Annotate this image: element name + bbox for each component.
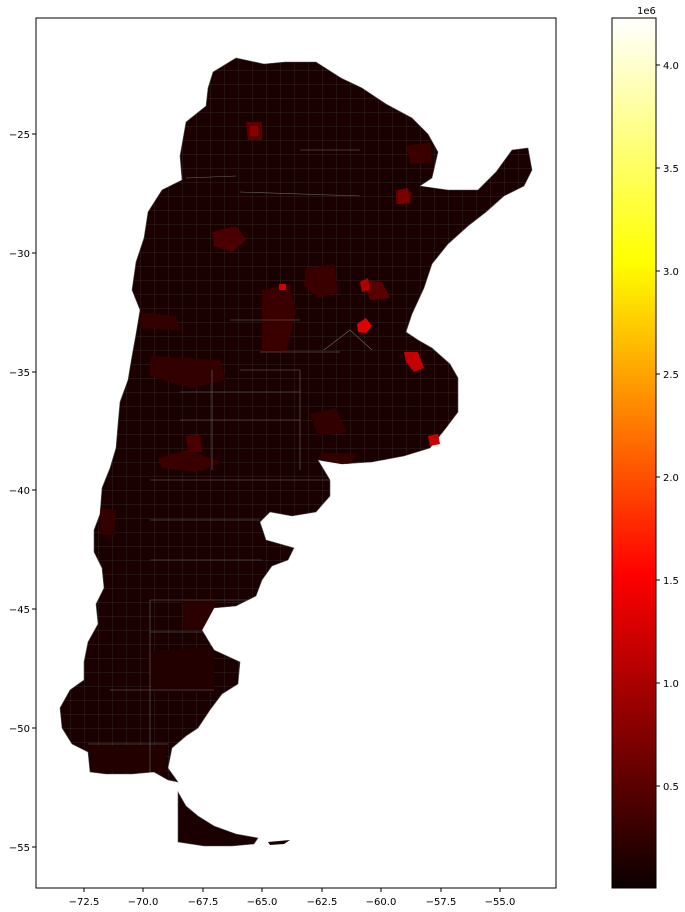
dept-highlight-7: [88, 746, 166, 772]
dept-gba-cluster: [404, 352, 424, 372]
y-tick-label: −25: [9, 130, 30, 141]
dept-highlight-2: [262, 284, 296, 352]
tierra-del-fuego: [177, 790, 259, 847]
dept-highlight-4: [150, 356, 226, 388]
y-tick-label: −55: [9, 843, 30, 854]
y-axis: [32, 133, 36, 848]
colorbar: 1e6 0.5 1.0 1.5 2.0 2.5 3.0 3.5 4.0: [611, 6, 679, 889]
dept-cordoba-capital: [279, 284, 286, 290]
x-tick-labels: −72.5 −70.0 −67.5 −65.0 −62.5 −60.0 −57.…: [69, 897, 516, 908]
y-tick-label: −50: [9, 724, 30, 735]
dept-highlight-9: [364, 280, 390, 300]
dept-highlight-5: [158, 450, 222, 472]
colorbar-gradient: [611, 17, 657, 889]
dept-highlight-1: [212, 226, 246, 252]
y-tick-label: −30: [9, 249, 30, 260]
colorbar-tick-label: 2.0: [663, 473, 679, 484]
y-tick-label: −40: [9, 486, 30, 497]
dept-highlight-11: [186, 434, 202, 452]
x-tick-label: −70.0: [128, 897, 159, 908]
dept-highlight-8: [406, 142, 432, 164]
dept-corrientes: [398, 188, 410, 204]
x-tick-label: −67.5: [188, 897, 219, 908]
colorbar-tick-label: 1.0: [663, 679, 679, 690]
colorbar-exponent: 1e6: [637, 6, 656, 17]
dept-highlight-15: [100, 508, 116, 536]
colorbar-tick-label: 3.5: [663, 164, 679, 175]
dept-santa-fe: [360, 278, 370, 292]
dept-highlight-17: [182, 600, 214, 630]
y-tick-label: −45: [9, 605, 30, 616]
dept-highlight-3: [304, 264, 338, 298]
dept-mar-del-plata: [428, 434, 440, 446]
colorbar-tick-label: 2.5: [663, 370, 679, 381]
x-tick-label: −60.0: [366, 897, 397, 908]
y-tick-labels: −25 −30 −35 −40 −45 −50 −55: [9, 130, 30, 854]
isla-estados: [268, 840, 290, 845]
x-tick-label: −62.5: [307, 897, 338, 908]
x-tick-label: −57.5: [426, 897, 457, 908]
x-tick-label: −65.0: [247, 897, 278, 908]
x-tick-label: −72.5: [69, 897, 100, 908]
dept-highlight-16: [140, 312, 180, 330]
x-axis: [83, 888, 501, 892]
dept-rosario: [357, 318, 372, 333]
x-tick-label: −55.0: [485, 897, 516, 908]
dept-highlight-6: [148, 646, 214, 692]
dept-highlight-12: [310, 408, 346, 436]
dept-tucuman: [250, 126, 258, 136]
colorbar-tick-label: 0.5: [663, 782, 679, 793]
colorbar-tick-label: 4.0: [663, 61, 679, 72]
colorbar-tick-label: 3.0: [663, 267, 679, 278]
colorbar-tick-label: 1.5: [663, 576, 679, 587]
y-tick-label: −35: [9, 368, 30, 379]
